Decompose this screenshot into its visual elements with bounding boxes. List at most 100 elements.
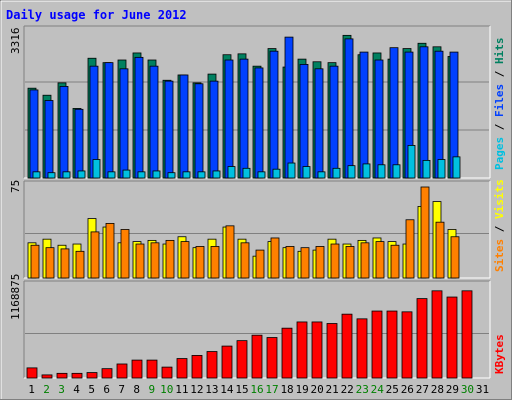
bar-pages-day-16	[257, 171, 266, 179]
bar-sites-day-13	[210, 246, 220, 279]
bar-sites-day-17	[270, 237, 280, 279]
panel3-ymax-label: 1168875	[9, 274, 22, 320]
x-tick-label-day-18: 18	[280, 383, 293, 396]
legend-part-5: Hits	[493, 38, 506, 65]
x-tick-label-day-12: 12	[190, 383, 203, 396]
bar-files-day-19	[299, 64, 309, 179]
chart-title: Daily usage for June 2012	[6, 8, 187, 22]
bar-pages-day-25	[392, 164, 401, 179]
x-tick-label-day-8: 8	[133, 383, 140, 396]
bar-pages-day-19	[302, 166, 311, 179]
x-tick-label-day-14: 14	[220, 383, 234, 396]
bar-sites-day-8	[135, 243, 145, 279]
bar-sites-day-26	[405, 219, 415, 279]
bar-kbytes-day-8	[131, 359, 143, 379]
bar-files-day-27	[419, 46, 429, 179]
legend-part-1: Pages	[493, 137, 506, 170]
bar-sites-day-24	[375, 241, 385, 279]
bar-sites-day-23	[360, 242, 370, 279]
bar-sites-day-16	[255, 249, 265, 279]
bar-pages-day-14	[227, 166, 236, 179]
x-tick-label-day-5: 5	[88, 383, 95, 396]
bar-files-day-14	[224, 59, 234, 179]
x-tick-label-day-20: 20	[311, 383, 324, 396]
bar-sites-day-2	[45, 247, 55, 279]
bar-files-day-24	[374, 59, 384, 179]
bar-pages-day-9	[152, 170, 161, 179]
legend-part-1: Sites	[493, 239, 506, 272]
bar-kbytes-day-28	[431, 290, 443, 379]
bar-kbytes-day-7	[116, 363, 128, 379]
bar-pages-day-23	[362, 163, 371, 179]
bar-files-day-6	[104, 62, 114, 179]
bar-pages-day-4	[77, 170, 86, 179]
bar-pages-day-22	[347, 165, 356, 179]
x-tick-label-day-16: 16	[250, 383, 263, 396]
bar-files-day-1	[29, 89, 39, 179]
bar-sites-day-19	[300, 247, 310, 279]
bar-files-day-7	[119, 68, 129, 179]
bar-files-day-25	[389, 47, 399, 179]
x-tick-label-day-1: 1	[28, 383, 35, 396]
bar-sites-day-27	[420, 186, 430, 279]
x-tick-label-day-26: 26	[401, 383, 414, 396]
bar-sites-day-11	[180, 241, 190, 279]
x-tick-label-day-2: 2	[43, 383, 50, 396]
bar-sites-day-15	[240, 242, 250, 279]
bar-pages-day-28	[437, 159, 446, 179]
bar-kbytes-day-10	[161, 366, 173, 379]
bar-sites-day-3	[60, 248, 70, 279]
bar-kbytes-day-26	[401, 311, 413, 379]
bar-sites-day-10	[165, 239, 175, 279]
bar-files-day-21	[329, 65, 339, 179]
bar-kbytes-day-29	[446, 296, 458, 379]
bar-kbytes-day-23	[356, 318, 368, 379]
bar-pages-day-15	[242, 167, 251, 179]
bar-sites-day-1	[30, 244, 40, 279]
bar-kbytes-day-2	[41, 374, 53, 379]
bar-pages-day-17	[272, 168, 281, 179]
bar-sites-day-14	[225, 225, 235, 279]
x-tick-label-day-28: 28	[431, 383, 444, 396]
panel2-ymax-label: 75	[9, 180, 22, 193]
bar-pages-day-29	[452, 156, 461, 179]
x-tick-label-day-22: 22	[341, 383, 354, 396]
bar-sites-day-25	[390, 244, 400, 279]
bar-files-day-8	[134, 56, 144, 179]
bar-kbytes-day-1	[26, 367, 38, 379]
x-tick-label-day-30: 30	[461, 383, 474, 396]
bar-kbytes-day-21	[326, 323, 338, 379]
x-tick-label-day-6: 6	[103, 383, 110, 396]
bar-kbytes-day-19	[296, 321, 308, 379]
x-tick-label-day-10: 10	[160, 383, 173, 396]
bar-sites-day-4	[75, 250, 85, 279]
bar-pages-day-6	[107, 171, 116, 179]
bar-files-day-16	[254, 67, 264, 179]
bar-files-day-17	[269, 50, 279, 179]
bar-files-day-22	[344, 38, 354, 179]
bar-kbytes-day-12	[191, 355, 203, 379]
bar-files-day-13	[209, 80, 219, 179]
x-tick-label-day-19: 19	[295, 383, 308, 396]
bar-kbytes-day-4	[71, 372, 83, 379]
bar-kbytes-day-5	[86, 372, 98, 379]
bar-pages-day-7	[122, 169, 131, 179]
legend-part-1: KBytes	[493, 334, 506, 374]
bar-sites-day-7	[120, 229, 130, 279]
bar-files-day-20	[314, 68, 324, 179]
x-tick-label-day-4: 4	[73, 383, 80, 396]
bar-pages-day-8	[137, 171, 146, 179]
bar-sites-day-29	[450, 236, 460, 279]
bar-sites-day-20	[315, 246, 325, 279]
bar-pages-day-12	[197, 171, 206, 179]
bar-pages-day-1	[32, 171, 41, 179]
bar-sites-day-9	[150, 242, 160, 279]
x-tick-label-day-21: 21	[326, 383, 339, 396]
x-tick-label-day-13: 13	[205, 383, 218, 396]
bar-kbytes-day-24	[371, 310, 383, 379]
bar-files-day-10	[164, 80, 174, 179]
bar-sites-day-28	[435, 221, 445, 279]
bar-pages-day-10	[167, 172, 176, 179]
legend-part-2: /	[493, 117, 506, 137]
